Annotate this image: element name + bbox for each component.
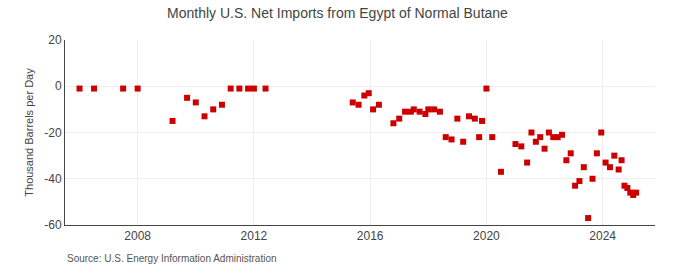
svg-text:-40: -40 <box>44 172 62 186</box>
svg-text:2016: 2016 <box>357 229 384 243</box>
svg-text:Source: U.S. Energy Informatio: Source: U.S. Energy Information Administ… <box>67 253 277 264</box>
svg-text:Thousand Barrels per Day: Thousand Barrels per Day <box>23 68 35 197</box>
svg-text:-20: -20 <box>44 126 62 140</box>
svg-text:2024: 2024 <box>589 229 616 243</box>
svg-text:Monthly U.S. Net Imports from: Monthly U.S. Net Imports from Egypt of N… <box>167 5 508 21</box>
svg-text:-60: -60 <box>44 218 62 232</box>
svg-text:20: 20 <box>48 33 62 47</box>
svg-text:2020: 2020 <box>473 229 500 243</box>
svg-text:2008: 2008 <box>124 229 151 243</box>
svg-text:2012: 2012 <box>241 229 268 243</box>
svg-text:0: 0 <box>55 79 62 93</box>
